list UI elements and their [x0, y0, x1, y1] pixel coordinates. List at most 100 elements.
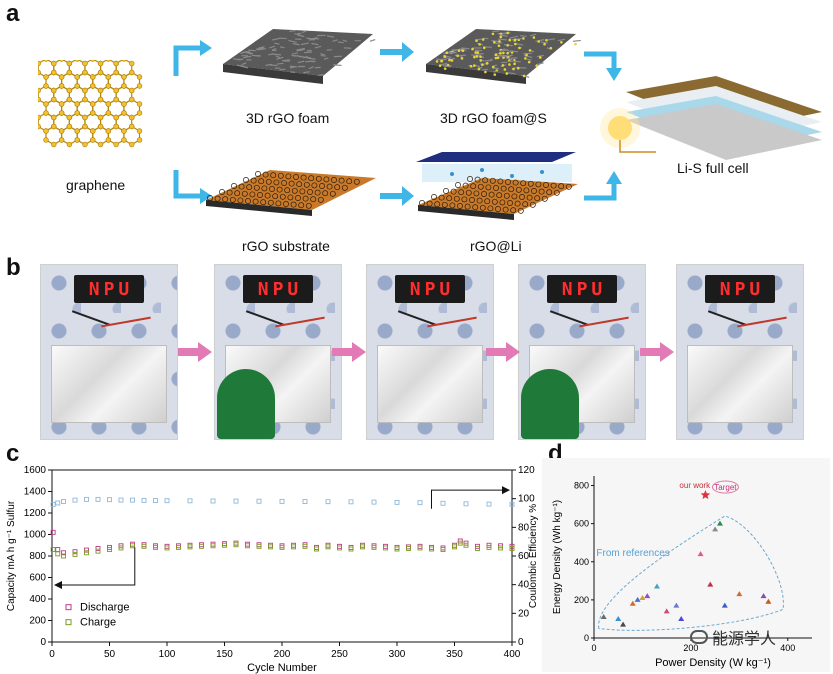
reference-point [629, 600, 636, 606]
reference-point [716, 520, 723, 526]
our-work-label: our work [679, 481, 711, 490]
rgo-li-label: rGO@Li [470, 238, 522, 254]
data-point [50, 529, 56, 535]
data-point [279, 544, 285, 550]
reference-point [653, 583, 660, 589]
arrow-graphene-to-foam [173, 40, 212, 76]
data-point [279, 498, 285, 504]
data-point [164, 545, 170, 551]
reference-point [644, 593, 651, 599]
y-left-tick-label: 0 [40, 637, 46, 648]
reference-point [620, 621, 627, 627]
data-point [84, 550, 89, 556]
rgo-li-image [416, 152, 578, 220]
led-letter: P [734, 278, 746, 300]
reference-point [697, 551, 704, 557]
data-point [314, 546, 319, 552]
right-axis-pointer-arrow [431, 489, 504, 509]
reference-point [736, 591, 743, 597]
pouch-cell [377, 345, 483, 423]
data-point [486, 544, 492, 550]
led-letter: U [287, 278, 299, 300]
y-left-tick-label: 1400 [24, 487, 47, 498]
from-references-label: From references [596, 548, 669, 559]
x-axis-label: Power Density (W kg⁻¹) [655, 657, 771, 669]
reference-point [634, 596, 641, 602]
led-letter: U [439, 278, 451, 300]
data-point [406, 546, 411, 551]
graphene-label: graphene [66, 177, 126, 193]
data-point [141, 543, 147, 549]
legend-label: Discharge [80, 602, 130, 614]
reference-point [615, 615, 622, 621]
reference-point [721, 602, 728, 608]
data-point [118, 497, 124, 503]
target-oval [711, 480, 739, 494]
y-left-tick-label: 200 [29, 616, 46, 627]
li-s-full-cell-image [600, 76, 822, 160]
panel-c-letter: c [6, 440, 20, 467]
data-point [84, 547, 89, 553]
data-point [50, 547, 56, 553]
data-point [61, 499, 66, 504]
data-point [210, 543, 216, 549]
x-tick-label: 250 [331, 649, 348, 660]
arrow-foam-to-foam-s [380, 42, 414, 62]
data-point [337, 545, 342, 551]
reference-point [678, 615, 685, 621]
led-letter: N [409, 278, 421, 300]
data-point [50, 501, 56, 507]
data-point [95, 546, 101, 551]
rgo-foam-sulfur-label: 3D rGO foam@S [440, 110, 547, 126]
rgo-substrate-image [206, 170, 376, 216]
green-glove [217, 369, 275, 439]
data-point [95, 496, 101, 502]
x-tick-label: 0 [591, 643, 596, 653]
reference-point [639, 594, 646, 600]
data-point [187, 544, 193, 550]
data-point [187, 498, 193, 504]
data-point [440, 500, 446, 506]
data-point [199, 543, 204, 549]
y-right-tick-label: 80 [518, 522, 530, 533]
pink-arrow-1 [178, 342, 212, 362]
rgo-foam-label: 3D rGO foam [246, 110, 330, 126]
led-letter: P [424, 278, 436, 300]
data-point [325, 544, 331, 550]
legend-label: Charge [80, 617, 116, 629]
left-axis-pointer-head [54, 581, 62, 590]
x-tick-label: 50 [104, 649, 116, 660]
green-glove [521, 369, 579, 439]
data-point [452, 544, 457, 550]
legend-marker [65, 604, 72, 611]
x-tick-label: 100 [159, 649, 176, 660]
y-left-tick-label: 600 [29, 573, 46, 584]
y-tick-label: 800 [574, 481, 589, 491]
led-letter: N [719, 278, 731, 300]
led-letter: N [561, 278, 573, 300]
data-point [55, 551, 61, 557]
data-point [222, 542, 227, 548]
data-point [498, 545, 503, 551]
led-letter: U [118, 278, 130, 300]
led-letter: N [257, 278, 269, 300]
data-point [429, 546, 434, 552]
y-left-tick-label: 1600 [24, 465, 47, 476]
data-point [302, 543, 308, 549]
reference-point [712, 526, 719, 532]
x-tick-label: 400 [504, 649, 521, 660]
data-point [164, 498, 170, 504]
data-point [61, 550, 66, 556]
arrow-foam-s-to-cell [584, 51, 622, 81]
x-axis-label: Cycle Number [247, 662, 317, 674]
data-point [245, 543, 250, 549]
data-point [72, 497, 78, 503]
